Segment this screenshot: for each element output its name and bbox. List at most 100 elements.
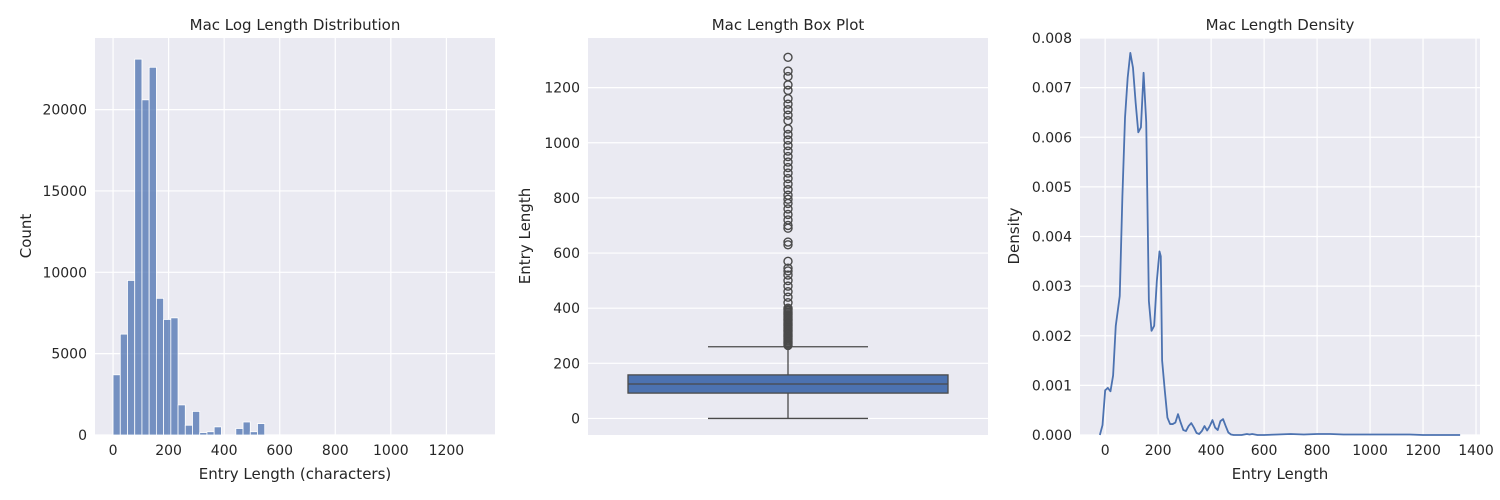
histogram-x-tick-label: 600 xyxy=(266,443,293,459)
histogram-x-tick-label: 1200 xyxy=(429,443,465,459)
density-x-tick-label: 800 xyxy=(1304,443,1331,459)
density-y-tick-label: 0.006 xyxy=(1032,130,1072,146)
histogram-bar xyxy=(257,423,266,436)
boxplot-y-tick-label: 600 xyxy=(553,246,580,262)
boxplot-outlier xyxy=(783,157,793,167)
boxplot-marks xyxy=(627,52,949,420)
density-marks xyxy=(1099,51,1461,436)
boxplot-outlier xyxy=(783,220,793,231)
boxplot-outlier xyxy=(783,263,793,273)
boxplot-outlier xyxy=(783,237,793,247)
boxplot-outlier xyxy=(783,209,793,220)
density-y-tick-label: 0.000 xyxy=(1032,428,1072,444)
histogram-y-tick-label: 0 xyxy=(78,428,87,444)
histogram-bar xyxy=(119,333,128,436)
boxplot-outlier xyxy=(783,281,793,291)
density-y-tick-label: 0.002 xyxy=(1032,329,1072,345)
density-title: Mac Length Density xyxy=(1206,16,1355,34)
boxplot-y-axis-label: Entry Length xyxy=(516,188,534,284)
boxplot-outlier xyxy=(783,179,793,189)
density-x-tick-label: 1400 xyxy=(1458,443,1494,459)
boxplot-outlier xyxy=(783,215,793,225)
histogram-bar xyxy=(192,411,201,436)
histogram-y-tick-label: 15000 xyxy=(42,184,87,200)
histogram-bar xyxy=(134,58,143,436)
histogram-ticks: 0 5000 10000 15000 20000 0 200 400 600 800 1000 120… xyxy=(42,103,464,459)
boxplot-y-tick-label: 200 xyxy=(553,356,580,372)
density-ticks: 0.000 0.001 0.002 0.003 0.004 0.005 0.006 0.007… xyxy=(1032,31,1494,459)
boxplot-outlier xyxy=(783,194,793,204)
boxplot-outlier xyxy=(783,146,793,156)
boxplot-outlier xyxy=(783,204,793,214)
boxplot-grid xyxy=(588,87,988,420)
histogram-y-axis-label: Count xyxy=(17,214,35,259)
density-y-tick-label: 0.003 xyxy=(1032,279,1072,295)
histogram-y-tick-label: 5000 xyxy=(51,347,87,363)
histogram-bars xyxy=(112,58,266,436)
histogram-x-tick-label: 400 xyxy=(211,443,238,459)
histogram-bar xyxy=(249,431,258,436)
boxplot-outlier xyxy=(783,270,793,280)
histogram-x-axis-label: Entry Length (characters) xyxy=(199,465,392,483)
histogram-bar xyxy=(235,428,244,436)
boxplot-outlier xyxy=(783,104,793,115)
boxplot-y-tick-label: 800 xyxy=(553,191,580,207)
boxplot-outlier xyxy=(783,286,793,297)
histogram-bar xyxy=(155,297,165,436)
boxplot-y-tick-label: 1200 xyxy=(544,81,580,97)
histogram-bar xyxy=(213,426,222,436)
boxplot-outlier xyxy=(783,151,793,162)
density-x-tick-label: 400 xyxy=(1198,443,1225,459)
density-y-tick-label: 0.005 xyxy=(1032,180,1072,196)
boxplot-outlier xyxy=(783,240,793,250)
histogram-bar xyxy=(112,374,121,436)
boxplot-outlier xyxy=(783,168,793,178)
histogram-bar xyxy=(199,432,208,436)
density-x-tick-label: 0 xyxy=(1101,443,1110,459)
boxplot-y-tick-label: 0 xyxy=(571,411,580,427)
histogram-bar xyxy=(170,317,179,436)
density-x-tick-label: 200 xyxy=(1145,443,1172,459)
density-curve xyxy=(1099,51,1461,436)
boxplot-outlier xyxy=(783,129,793,140)
boxplot-outlier xyxy=(783,110,793,120)
histogram-bar xyxy=(163,319,172,436)
density-y-tick-label: 0.001 xyxy=(1032,378,1072,394)
histogram-bar xyxy=(127,280,136,436)
density-panel: 0.000 0.001 0.002 0.003 0.004 0.005 0.006 0.007… xyxy=(1005,16,1494,483)
histogram-x-tick-label: 1000 xyxy=(373,443,409,459)
boxplot-outlier xyxy=(783,303,793,313)
boxplot-outlier xyxy=(783,66,793,76)
density-y-axis-label: Density xyxy=(1005,207,1023,264)
boxplot-outlier xyxy=(783,184,793,195)
boxplot-panel: 0 200 400 600 800 1000 1200 Mac Length Box Plo… xyxy=(516,16,988,435)
boxplot-y-tick-label: 1000 xyxy=(544,136,580,152)
histogram-bar xyxy=(242,421,251,436)
histogram-panel: 0 5000 10000 15000 20000 0 200 400 600 800 1000 120… xyxy=(17,16,495,483)
density-x-tick-label: 600 xyxy=(1251,443,1278,459)
boxplot-y-tick-label: 400 xyxy=(553,301,580,317)
boxplot-title: Mac Length Box Plot xyxy=(712,16,865,34)
boxplot-outlier xyxy=(783,140,793,151)
boxplot-outlier xyxy=(783,190,793,200)
boxplot-outlier xyxy=(783,71,793,82)
boxplot-outlier xyxy=(783,266,793,276)
histogram-title: Mac Log Length Distribution xyxy=(190,16,401,34)
boxplot-outlier xyxy=(783,85,793,96)
boxplot-outlier xyxy=(783,116,793,126)
density-x-tick-label: 1000 xyxy=(1352,443,1388,459)
boxplot-outlier xyxy=(783,135,793,145)
boxplot-outlier xyxy=(783,275,793,286)
density-y-tick-label: 0.004 xyxy=(1032,230,1072,246)
boxplot-ticks: 0 200 400 600 800 1000 1200 xyxy=(544,81,580,428)
histogram-bar xyxy=(184,424,193,436)
histogram-grid xyxy=(95,38,495,436)
density-x-tick-label: 1200 xyxy=(1405,443,1441,459)
boxplot-outlier xyxy=(783,292,793,302)
histogram-bar xyxy=(206,431,215,436)
histogram-bar xyxy=(148,66,157,436)
density-y-tick-label: 0.007 xyxy=(1032,81,1072,97)
boxplot-outlier xyxy=(783,173,793,184)
histogram-bar xyxy=(177,404,186,436)
histogram-y-tick-label: 10000 xyxy=(42,265,87,281)
